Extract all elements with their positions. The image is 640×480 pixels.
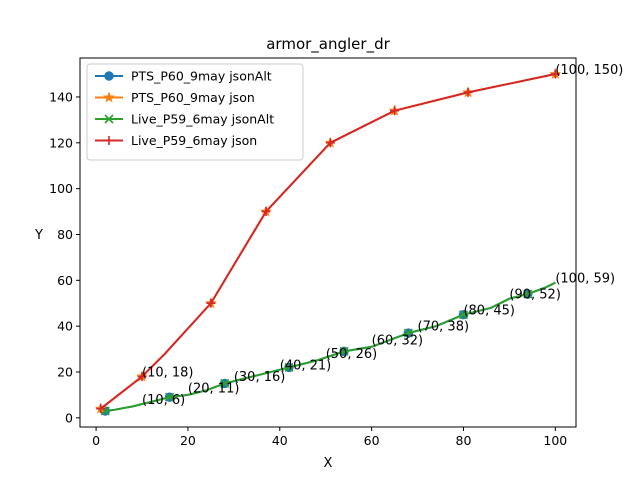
data-label: (10, 6) xyxy=(142,393,185,408)
data-point xyxy=(325,138,335,148)
legend-label: Live_P59_6may jsonAlt xyxy=(131,112,274,127)
data-label: (40, 21) xyxy=(280,359,332,374)
legend-entry: PTS_P60_9may json xyxy=(95,90,255,105)
data-label: (90, 52) xyxy=(509,288,561,303)
x-tick-label: 80 xyxy=(456,433,472,448)
series-line xyxy=(105,281,556,412)
data-label: (100, 59) xyxy=(555,272,615,287)
plot-area: (10, 6)(10, 18)(20, 11)(30, 16)(40, 21)(… xyxy=(94,63,623,416)
data-point xyxy=(96,404,106,414)
chart-title: armor_angler_dr xyxy=(266,35,390,54)
y-tick-label: 40 xyxy=(57,319,73,334)
data-label: (100, 150) xyxy=(555,63,623,78)
series-3 xyxy=(96,69,560,414)
y-tick-label: 80 xyxy=(57,227,73,242)
data-point xyxy=(137,372,147,382)
annotations: (10, 6)(10, 18)(20, 11)(30, 16)(40, 21)(… xyxy=(142,63,623,408)
data-point xyxy=(403,328,413,338)
legend-label: Live_P59_6may json xyxy=(131,133,257,148)
x-tick-label: 100 xyxy=(543,433,567,448)
legend-label: PTS_P60_9may jsonAlt xyxy=(131,69,272,84)
x-tick-label: 60 xyxy=(364,433,380,448)
y-tick-label: 60 xyxy=(57,273,73,288)
legend-entry: PTS_P60_9may jsonAlt xyxy=(95,69,272,84)
data-point xyxy=(458,310,469,320)
x-tick-label: 40 xyxy=(272,433,288,448)
data-label: (20, 11) xyxy=(188,382,240,397)
data-point xyxy=(261,207,271,217)
data-label: (60, 32) xyxy=(372,333,424,348)
x-tick-label: 20 xyxy=(180,433,196,448)
data-label: (70, 38) xyxy=(418,320,470,335)
data-label: (80, 45) xyxy=(463,304,514,319)
legend: PTS_P60_9may jsonAlt PTS_P60_9may json Liv… xyxy=(86,63,304,161)
legend-marker xyxy=(103,91,115,103)
y-tick-label: 20 xyxy=(57,364,73,379)
y-tick-label: 120 xyxy=(49,135,73,150)
legend-entry: Live_P59_6may json xyxy=(95,133,257,148)
y-tick-label: 0 xyxy=(65,410,73,425)
data-point xyxy=(463,87,473,97)
legend-box xyxy=(86,63,304,161)
x-tick-label: 0 xyxy=(92,433,100,448)
legend-label: PTS_P60_9may json xyxy=(131,90,255,105)
data-point xyxy=(284,362,294,372)
data-point xyxy=(550,69,560,79)
data-point xyxy=(220,378,230,389)
x-axis-label: X xyxy=(324,456,333,471)
y-tick-label: 100 xyxy=(49,181,73,196)
axes-frame xyxy=(79,57,577,428)
legend-marker xyxy=(104,71,114,81)
data-point xyxy=(390,106,400,116)
y-axis-label: Y xyxy=(34,228,43,243)
data-point xyxy=(339,346,349,356)
data-label: (10, 18) xyxy=(142,366,194,381)
y-tick-label: 140 xyxy=(49,89,73,104)
legend-marker xyxy=(104,114,114,124)
legend-entry: Live_P59_6may jsonAlt xyxy=(95,112,274,127)
data-label: (50, 26) xyxy=(326,347,378,362)
axis-ticks: 0 20 40 60 80 100 0 20 40 60 80 100 120 140 xyxy=(49,89,567,448)
data-point xyxy=(164,392,175,402)
data-point xyxy=(523,289,533,299)
data-label: (30, 16) xyxy=(234,370,286,385)
legend-marker xyxy=(104,136,114,145)
data-point xyxy=(206,298,216,308)
